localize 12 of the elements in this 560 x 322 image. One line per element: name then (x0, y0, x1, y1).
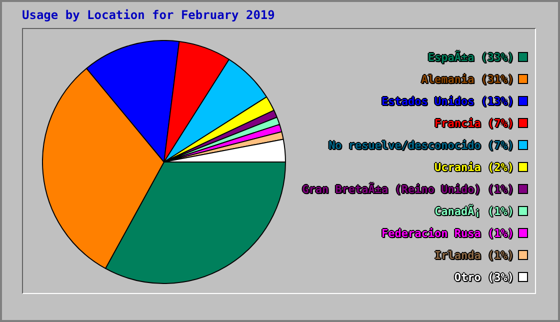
legend-label: Otro (3%) (454, 270, 514, 284)
legend-label: CanadÃ¡ (1%) (434, 204, 514, 218)
chart-title: Usage by Location for February 2019 (22, 8, 275, 22)
legend-label: Gran BretaÃ±a (Reino Unido) (1%) (302, 182, 514, 196)
legend-label: Estados Unidos (13%) (382, 94, 514, 108)
legend-label: Francia (7%) (434, 116, 514, 130)
legend-label: Federacion Rusa (1%) (382, 226, 514, 240)
legend-label: No resuelve/desconocido (7%) (328, 138, 514, 152)
legend-label: Irlanda (1%) (434, 248, 514, 262)
legend-label: EspaÃ±a (33%) (428, 50, 514, 64)
legend-label: Ucrania (2%) (434, 160, 514, 174)
legend-label: Alemania (31%) (421, 72, 514, 86)
